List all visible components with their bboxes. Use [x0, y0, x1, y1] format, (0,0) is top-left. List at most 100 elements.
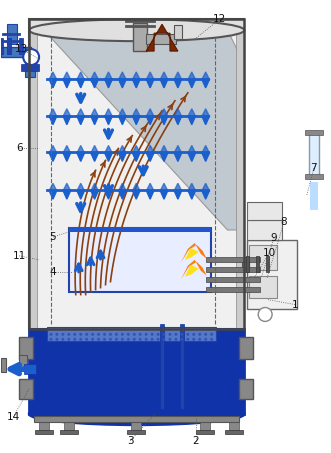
Bar [247, 202, 282, 220]
Bar [69, 227, 211, 232]
Circle shape [157, 333, 160, 336]
Bar [200, 420, 210, 432]
Polygon shape [202, 145, 210, 154]
Polygon shape [63, 116, 71, 125]
Circle shape [85, 333, 88, 336]
Circle shape [157, 338, 160, 341]
Circle shape [204, 333, 207, 336]
Polygon shape [146, 145, 154, 154]
Polygon shape [160, 153, 168, 161]
Polygon shape [91, 72, 99, 80]
Circle shape [210, 338, 213, 341]
Bar [310, 182, 318, 210]
Bar [133, 23, 147, 51]
Circle shape [23, 49, 39, 65]
Circle shape [127, 338, 130, 341]
Polygon shape [132, 109, 140, 117]
Bar [7, 38, 11, 54]
Polygon shape [77, 72, 85, 80]
Polygon shape [118, 183, 126, 191]
Polygon shape [146, 79, 154, 88]
Polygon shape [188, 153, 196, 161]
Polygon shape [132, 72, 140, 80]
Polygon shape [188, 145, 196, 154]
Bar [160, 324, 164, 409]
Polygon shape [118, 145, 126, 154]
Polygon shape [105, 72, 113, 80]
Circle shape [109, 338, 112, 341]
Polygon shape [49, 145, 57, 154]
Ellipse shape [29, 403, 244, 425]
Polygon shape [105, 116, 113, 125]
Polygon shape [181, 260, 207, 280]
Bar [174, 25, 182, 39]
Polygon shape [174, 72, 182, 80]
Bar [1, 358, 6, 372]
Polygon shape [63, 72, 71, 80]
Text: 3: 3 [127, 436, 134, 446]
Circle shape [121, 333, 124, 336]
Bar [0, 38, 3, 54]
Polygon shape [146, 109, 154, 117]
Polygon shape [160, 145, 168, 154]
Ellipse shape [29, 19, 244, 41]
Circle shape [103, 333, 106, 336]
Polygon shape [160, 190, 168, 199]
Polygon shape [105, 183, 113, 191]
Polygon shape [202, 116, 210, 125]
Circle shape [127, 333, 130, 336]
Circle shape [151, 333, 154, 336]
Bar [24, 364, 36, 374]
Polygon shape [132, 190, 140, 199]
Polygon shape [202, 190, 210, 199]
Circle shape [168, 333, 171, 336]
Polygon shape [49, 72, 57, 80]
Polygon shape [202, 153, 210, 161]
Bar [131, 420, 141, 432]
Circle shape [61, 333, 64, 336]
Polygon shape [49, 116, 57, 125]
Polygon shape [132, 79, 140, 88]
Text: 11: 11 [13, 251, 26, 261]
Bar [206, 267, 260, 272]
Circle shape [174, 333, 177, 336]
Bar [64, 420, 74, 432]
Polygon shape [174, 153, 182, 161]
Bar [29, 329, 244, 414]
Polygon shape [188, 116, 196, 125]
Polygon shape [63, 153, 71, 161]
Circle shape [163, 338, 166, 341]
Polygon shape [105, 190, 113, 199]
Circle shape [115, 333, 118, 336]
Polygon shape [91, 183, 99, 191]
Text: 12: 12 [213, 14, 226, 24]
Bar [225, 430, 243, 434]
Bar [29, 19, 244, 329]
Text: 4: 4 [50, 267, 56, 277]
Polygon shape [174, 145, 182, 154]
Circle shape [180, 333, 183, 336]
Polygon shape [44, 30, 242, 230]
Polygon shape [105, 79, 113, 88]
Polygon shape [91, 116, 99, 125]
Polygon shape [63, 190, 71, 199]
Polygon shape [174, 109, 182, 117]
Circle shape [192, 333, 195, 336]
Bar [19, 337, 33, 359]
Circle shape [49, 338, 52, 341]
Polygon shape [77, 109, 85, 117]
Bar [19, 38, 23, 54]
Circle shape [139, 333, 142, 336]
Circle shape [174, 338, 177, 341]
Polygon shape [146, 72, 154, 80]
Text: 6: 6 [16, 144, 23, 154]
Bar [206, 277, 260, 282]
Polygon shape [160, 72, 168, 80]
Polygon shape [188, 183, 196, 191]
Text: 2: 2 [192, 436, 199, 446]
Circle shape [97, 333, 100, 336]
Bar [206, 257, 260, 262]
Polygon shape [91, 109, 99, 117]
Circle shape [186, 333, 189, 336]
Polygon shape [132, 153, 140, 161]
